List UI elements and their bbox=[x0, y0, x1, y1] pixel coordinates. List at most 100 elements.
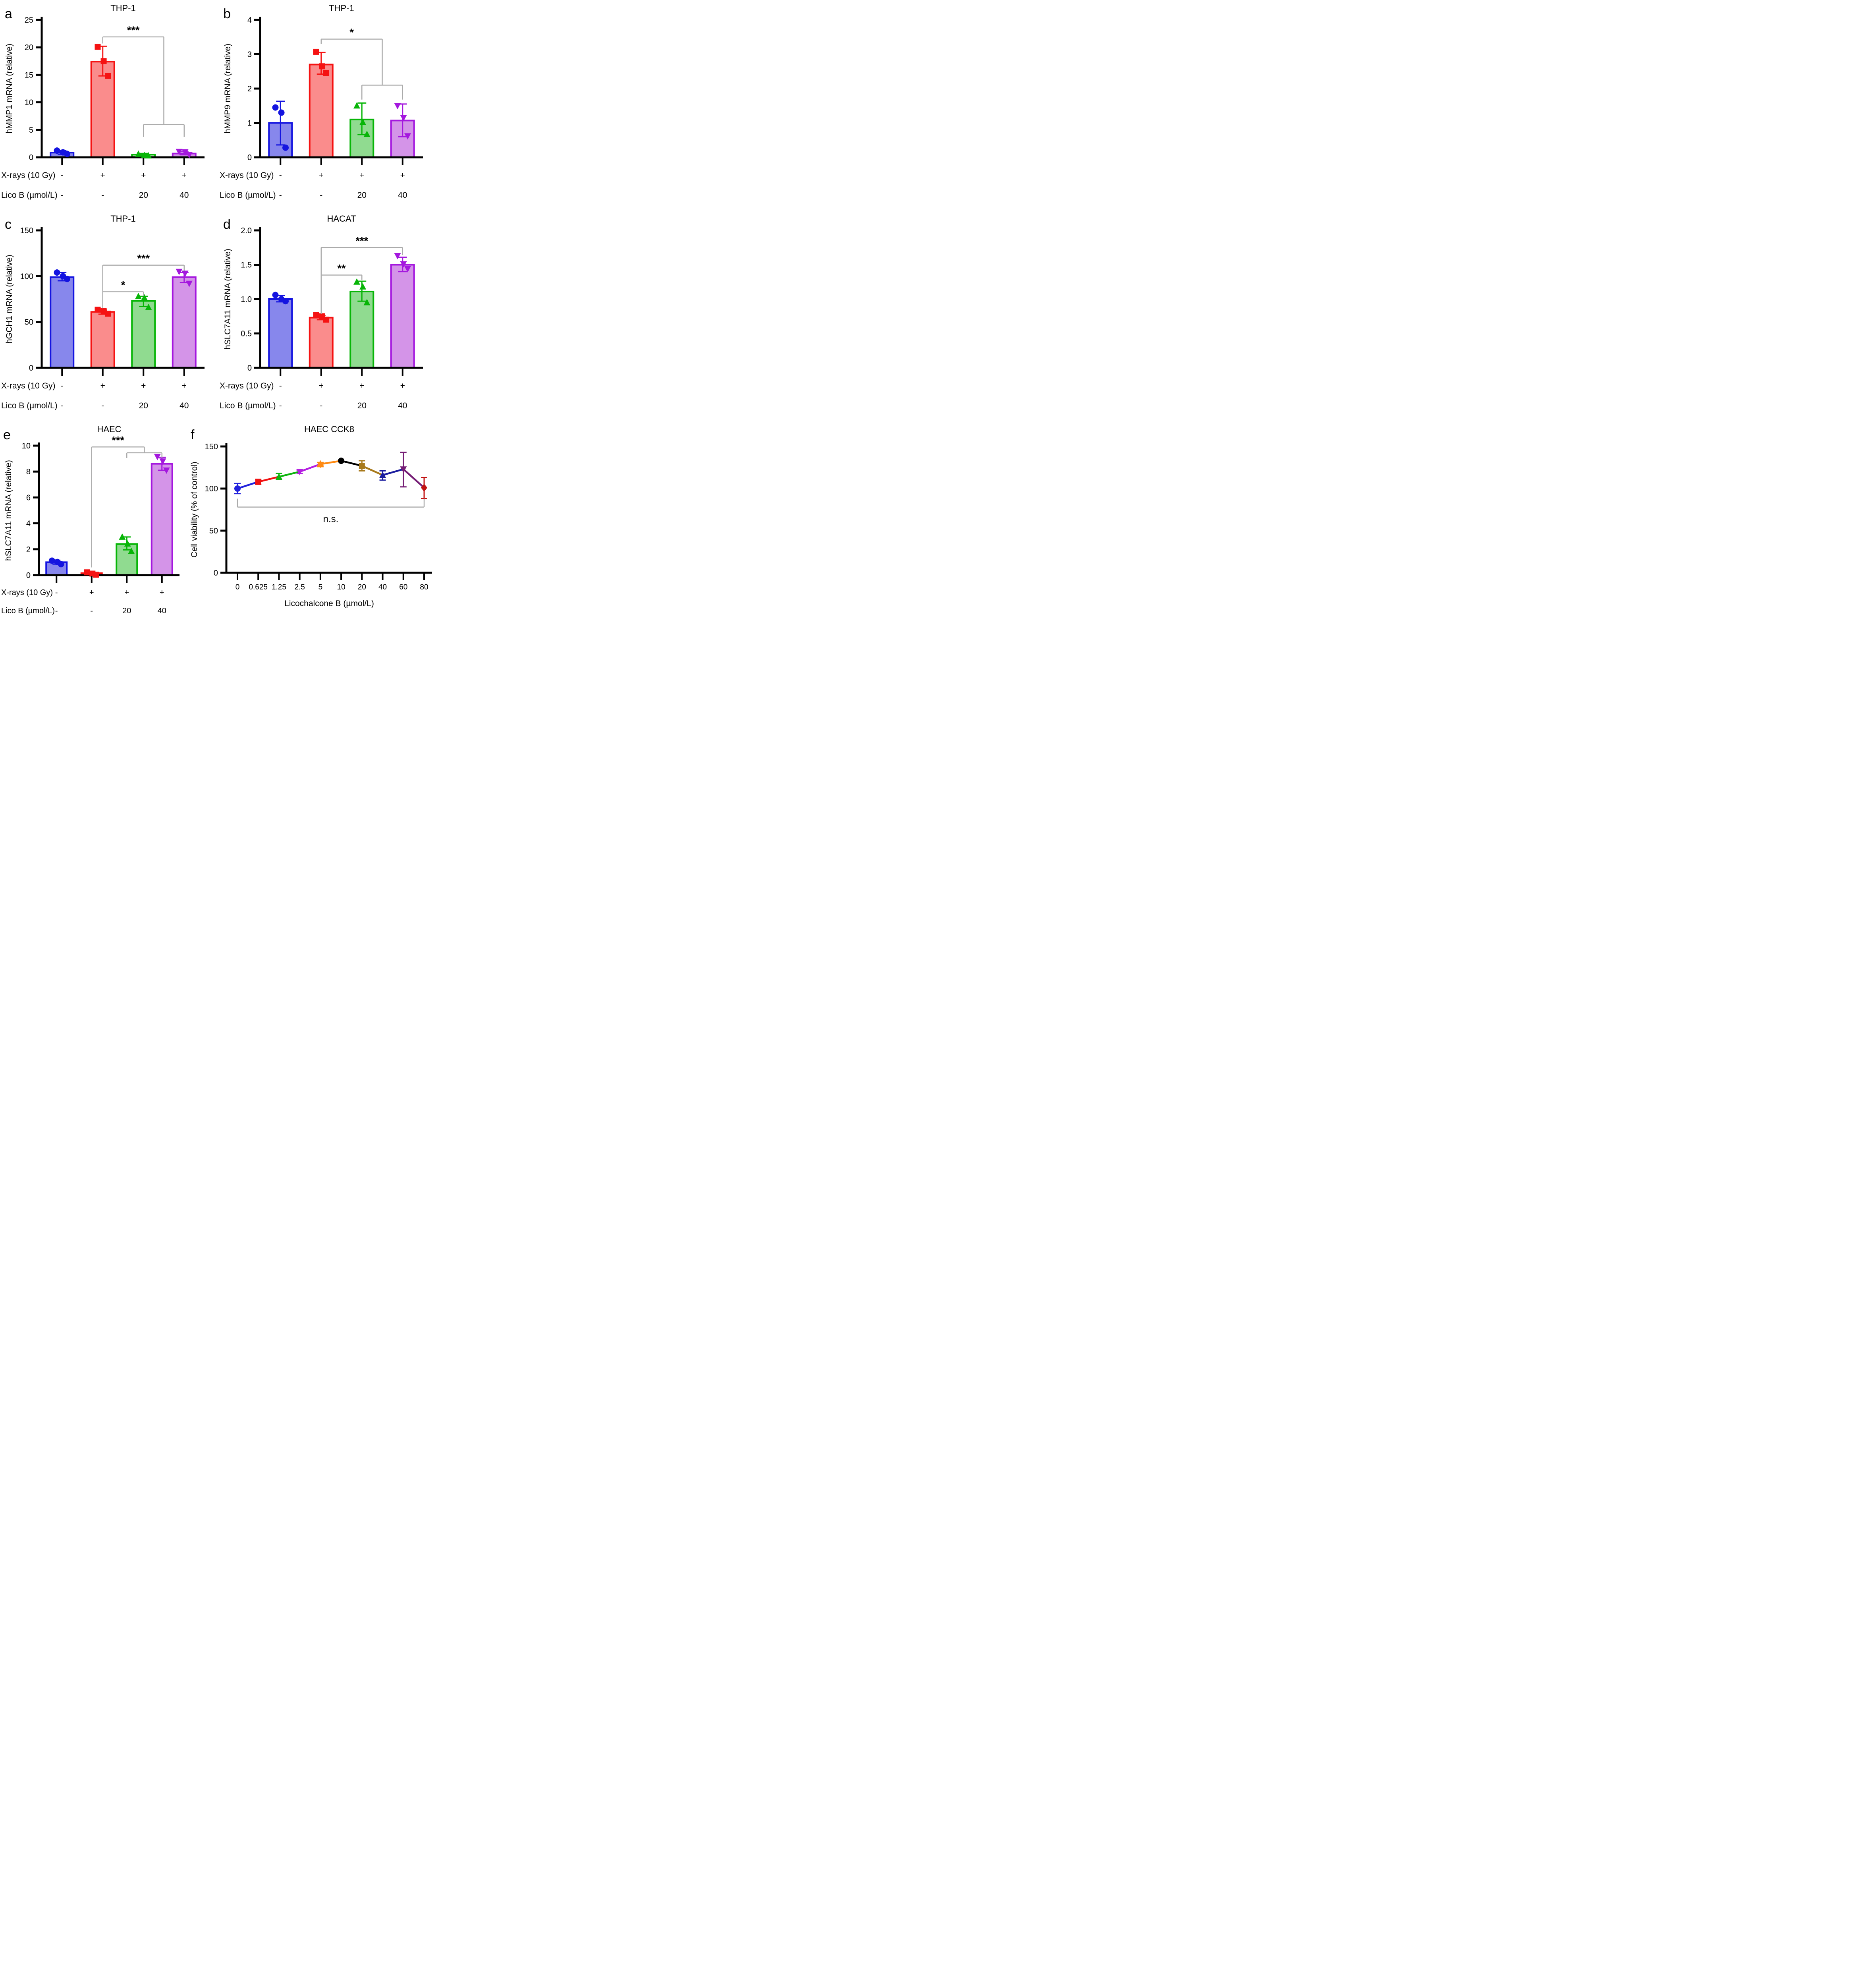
data-point-triangle-down bbox=[394, 253, 401, 260]
y-tick-label: 100 bbox=[205, 485, 218, 493]
x-row-label: X-rays (10 Gy) bbox=[1, 171, 56, 180]
panel-title: HACAT bbox=[327, 214, 356, 224]
panel-letter: f bbox=[191, 427, 195, 442]
data-point-triangle-down bbox=[159, 458, 166, 465]
data-point-triangle-up bbox=[119, 533, 126, 540]
data-point-triangle-down bbox=[404, 266, 411, 272]
x-row-value: - bbox=[61, 191, 64, 200]
bar-xray-licob-40 bbox=[151, 463, 173, 576]
data-point-circle bbox=[278, 109, 285, 116]
multi-panel-figure: 0 5 10 15 20 25 THP-1 a hMMP1 mRNA (relative) X-r… bbox=[0, 0, 437, 617]
data-point-triangle-up bbox=[141, 152, 148, 158]
x-row-label: Lico B (µmol/L) bbox=[220, 191, 276, 200]
data-point-triangle-down bbox=[176, 269, 183, 275]
x-row-value: - bbox=[55, 607, 58, 615]
data-point-square bbox=[93, 572, 99, 578]
y-tick-label: 10 bbox=[22, 442, 31, 450]
data-point-square bbox=[359, 463, 365, 469]
x-row-value: + bbox=[400, 171, 405, 180]
x-row-value: + bbox=[100, 381, 105, 390]
y-tick-label: 10 bbox=[25, 99, 33, 107]
x-tick-label: 40 bbox=[378, 583, 387, 591]
data-point-square bbox=[95, 307, 101, 313]
x-axis-label: Licochalcone B (µmol/L) bbox=[284, 599, 374, 608]
data-point-square bbox=[95, 44, 101, 50]
y-tick-label: 0 bbox=[29, 153, 33, 162]
x-row-value: - bbox=[279, 171, 282, 180]
x-row-value: 40 bbox=[179, 401, 189, 410]
data-point-triangle-up bbox=[359, 283, 367, 290]
y-tick-label: 1.5 bbox=[241, 261, 252, 270]
panel-title: HAEC CCK8 bbox=[304, 424, 354, 434]
data-point-circle bbox=[282, 298, 289, 305]
data-point-triangle-down bbox=[181, 149, 189, 156]
y-tick-label: 4 bbox=[26, 520, 31, 528]
y-tick-label: 0 bbox=[247, 153, 252, 162]
y-axis-label: hGCH1 mRNA (relative) bbox=[5, 255, 14, 344]
data-point-square bbox=[323, 317, 330, 323]
y-tick-label: 3 bbox=[247, 50, 252, 59]
significance-label: *** bbox=[137, 253, 150, 265]
panel-a-bar-chart: 0 5 10 15 20 25 THP-1 a hMMP1 mRNA (relative) X-r… bbox=[0, 0, 218, 211]
x-tick-label: 5 bbox=[318, 583, 323, 591]
data-point-triangle-down bbox=[181, 270, 189, 277]
x-tick-label: 20 bbox=[358, 583, 366, 591]
y-tick-label: 15 bbox=[25, 71, 33, 79]
data-point-square bbox=[323, 70, 330, 76]
data-point-triangle-down bbox=[400, 466, 407, 473]
x-row-label: Lico B (µmol/L) bbox=[220, 401, 276, 410]
data-point-diamond bbox=[421, 483, 427, 492]
y-tick-label: 0 bbox=[247, 364, 252, 373]
line-segment bbox=[341, 460, 362, 467]
x-row-value: + bbox=[160, 588, 164, 597]
panel-letter: e bbox=[3, 427, 11, 442]
line-segment bbox=[299, 463, 321, 473]
x-row-value: - bbox=[279, 191, 282, 200]
x-tick-label: 0 bbox=[235, 583, 240, 591]
bar-control bbox=[268, 298, 293, 369]
panel-title: HAEC bbox=[97, 424, 121, 434]
data-point-circle bbox=[58, 561, 64, 568]
y-tick-label: 0.5 bbox=[241, 330, 252, 338]
x-row-value: 20 bbox=[139, 191, 148, 200]
panel-letter: c bbox=[5, 217, 12, 232]
panel-letter: b bbox=[223, 6, 231, 21]
data-point-triangle-up bbox=[145, 303, 152, 310]
x-row-value: 20 bbox=[357, 191, 367, 200]
y-tick-label: 6 bbox=[26, 493, 31, 502]
bar-xray-licob-20 bbox=[131, 300, 156, 369]
data-point-triangle-down bbox=[400, 261, 407, 268]
panel-b-bar-chart: 0 1 2 3 4 THP-1 b hMMP9 mRNA (relative) X-rays (… bbox=[218, 0, 437, 211]
x-row-value: - bbox=[320, 191, 322, 200]
data-point-square bbox=[84, 569, 90, 576]
significance-label: * bbox=[349, 26, 354, 38]
x-row-value: 40 bbox=[158, 607, 166, 615]
figure-row-1: 0 5 10 15 20 25 THP-1 a hMMP1 mRNA (relative) X-r… bbox=[0, 0, 437, 211]
data-point-circle bbox=[234, 485, 241, 492]
x-row-value: 40 bbox=[179, 191, 189, 200]
x-row-value: - bbox=[320, 401, 322, 410]
data-point-triangle-up bbox=[141, 294, 148, 301]
y-tick-label: 2 bbox=[26, 545, 31, 554]
x-tick-label: 0.625 bbox=[249, 583, 268, 591]
x-tick-label: 1.25 bbox=[272, 583, 286, 591]
y-tick-label: 50 bbox=[25, 318, 33, 327]
data-point-triangle-down bbox=[404, 133, 411, 140]
line-segment bbox=[382, 468, 404, 476]
y-tick-label: 25 bbox=[25, 16, 33, 25]
significance-label: * bbox=[121, 279, 125, 291]
significance-label: *** bbox=[112, 434, 124, 446]
x-row-value: + bbox=[141, 381, 146, 390]
data-point-triangle-down bbox=[163, 467, 170, 474]
data-point-triangle-down bbox=[400, 115, 407, 122]
data-point-triangle-up bbox=[275, 473, 282, 480]
x-row-value: - bbox=[279, 381, 282, 390]
y-tick-label: 1.0 bbox=[241, 295, 252, 304]
y-tick-label: 0 bbox=[26, 571, 31, 580]
line-segment bbox=[361, 465, 383, 476]
data-point-triangle-down bbox=[394, 103, 401, 110]
significance-label: ** bbox=[337, 262, 346, 274]
panel-e-bar-chart: 0 2 4 6 8 10 HAEC e hSLC7A11 mRNA (relative) X-ra… bbox=[0, 421, 187, 617]
significance-label: *** bbox=[127, 24, 140, 36]
data-point-triangle-down bbox=[176, 149, 183, 155]
